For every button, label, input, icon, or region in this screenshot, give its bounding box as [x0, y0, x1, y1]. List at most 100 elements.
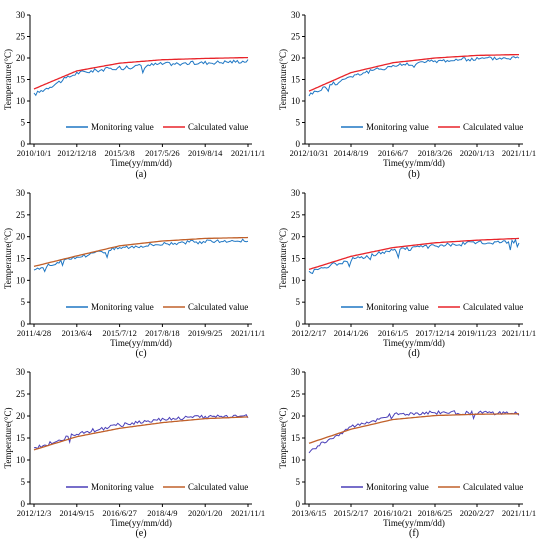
x-tick-label: 2018/6/25	[418, 508, 452, 518]
legend-label-monitoring: Monitoring value	[91, 302, 154, 312]
y-axis-title: Temperature(°C)	[278, 408, 288, 469]
x-tick-label: 2015/2/17	[334, 508, 368, 518]
panel-label: (d)	[408, 348, 420, 359]
series-line-calculated	[308, 53, 519, 92]
panel-d: 0 5 10 15 20 25 30 2012/2/17 2014/1/26 2016/1/5 20…	[278, 188, 536, 359]
y-tick-label: 5	[21, 297, 26, 307]
x-tick-label: 2021/11/1	[231, 508, 265, 518]
series-line-calculated	[308, 413, 519, 444]
series-line-calculated	[33, 236, 249, 268]
x-tick-label: 2017/8/18	[145, 328, 179, 338]
x-tick-label: 2013/6/4	[62, 328, 93, 338]
y-axis-title: Temperature(°C)	[278, 228, 288, 289]
x-tick-label: 2016/6/27	[102, 508, 136, 518]
x-axis-title: Time(yy/mm/dd)	[383, 338, 445, 348]
series-line-monitoring	[308, 238, 520, 275]
x-tick-label: 2011/4/28	[17, 328, 51, 338]
y-tick-label: 5	[21, 477, 26, 487]
y-tick-label: 25	[291, 389, 301, 399]
y-axis-title: Temperature(°C)	[3, 408, 13, 469]
legend-label-calculated: Calculated value	[463, 302, 523, 312]
legend-label-calculated: Calculated value	[463, 482, 523, 492]
y-tick-label: 20	[16, 53, 26, 63]
y-tick-label: 30	[16, 188, 26, 198]
y-tick-label: 15	[291, 433, 301, 443]
y-tick-label: 20	[16, 411, 26, 421]
y-tick-label: 20	[291, 411, 301, 421]
y-tick-label: 20	[291, 53, 301, 63]
x-axis-title: Time(yy/mm/dd)	[110, 518, 172, 528]
y-tick-label: 15	[291, 254, 301, 264]
x-tick-label: 2017/5/26	[145, 148, 179, 158]
y-tick-label: 25	[291, 32, 301, 42]
y-tick-label: 10	[16, 455, 26, 465]
x-tick-label: 2018/4/9	[147, 508, 177, 518]
y-tick-label: 25	[16, 389, 26, 399]
x-tick-label: 2012/2/17	[292, 328, 326, 338]
y-tick-label: 20	[16, 232, 26, 242]
x-tick-label: 2014/8/19	[334, 148, 368, 158]
series-line-calculated	[33, 416, 249, 451]
x-tick-label: 2020/1/20	[188, 508, 222, 518]
x-tick-label: 2010/10/1	[17, 148, 51, 158]
y-tick-label: 0	[21, 499, 26, 509]
legend-label-calculated: Calculated value	[188, 302, 248, 312]
x-tick-label: 2016/1/5	[378, 328, 408, 338]
x-tick-label: 2019/11/23	[458, 328, 496, 338]
y-tick-label: 5	[296, 297, 301, 307]
y-tick-label: 20	[291, 232, 301, 242]
y-tick-label: 10	[291, 96, 301, 106]
x-axis-title: Time(yy/mm/dd)	[383, 158, 445, 168]
y-tick-label: 30	[291, 367, 301, 377]
y-tick-label: 5	[296, 118, 301, 128]
x-tick-label: 2016/6/7	[378, 148, 408, 158]
legend-label-calculated: Calculated value	[188, 482, 248, 492]
legend-label-monitoring: Monitoring value	[366, 302, 429, 312]
x-tick-label: 2021/11/1	[502, 508, 536, 518]
x-tick-label: 2013/6/15	[292, 508, 326, 518]
y-tick-label: 0	[21, 139, 26, 149]
y-tick-label: 25	[16, 210, 26, 220]
y-tick-label: 15	[16, 75, 26, 85]
y-tick-label: 0	[296, 319, 301, 329]
y-axis-title: Temperature(°C)	[3, 49, 13, 110]
panel-f: 0 5 10 15 20 25 30 2013/6/15 2015/2/17 2016/10/21…	[278, 367, 536, 539]
y-tick-label: 10	[16, 275, 26, 285]
panel-label: (a)	[135, 169, 146, 180]
y-tick-label: 25	[16, 32, 26, 42]
panel-label: (f)	[409, 528, 419, 539]
x-tick-label: 2016/10/21	[374, 508, 413, 518]
y-tick-label: 30	[291, 188, 301, 198]
x-axis-title: Time(yy/mm/dd)	[110, 158, 172, 168]
x-tick-label: 2017/12/14	[416, 328, 455, 338]
x-tick-label: 2012/12/18	[57, 148, 96, 158]
x-tick-label: 2014/1/26	[334, 328, 368, 338]
panel-label: (e)	[135, 528, 146, 539]
y-tick-label: 0	[21, 319, 26, 329]
y-tick-label: 10	[291, 455, 301, 465]
y-tick-label: 30	[16, 10, 26, 20]
panel-e: 0 5 10 15 20 25 30 2012/12/3 2014/9/15 2016/6/27 2…	[3, 367, 265, 539]
y-tick-label: 10	[291, 275, 301, 285]
x-tick-label: 2015/3/8	[104, 148, 134, 158]
x-axis-title: Time(yy/mm/dd)	[110, 338, 172, 348]
legend-label-calculated: Calculated value	[463, 122, 523, 132]
x-tick-label: 2012/10/31	[290, 148, 329, 158]
x-tick-label: 2019/9/25	[188, 328, 222, 338]
x-tick-label: 2021/11/1	[231, 328, 265, 338]
legend-label-calculated: Calculated value	[188, 122, 248, 132]
y-tick-label: 5	[296, 477, 301, 487]
y-tick-label: 0	[296, 499, 301, 509]
y-tick-label: 10	[16, 96, 26, 106]
x-tick-label: 2019/8/14	[188, 148, 223, 158]
series-line-monitoring	[308, 56, 520, 97]
x-axis-title: Time(yy/mm/dd)	[383, 518, 445, 528]
panel-label: (b)	[408, 169, 420, 180]
series-line-monitoring	[33, 238, 249, 273]
x-tick-label: 2020/1/13	[460, 148, 494, 158]
x-tick-label: 2012/12/3	[17, 508, 51, 518]
legend-label-monitoring: Monitoring value	[91, 122, 154, 132]
y-tick-label: 15	[291, 75, 301, 85]
panel-b: 0 5 10 15 20 25 30 2012/10/31 2014/8/19 2016/6/7 2…	[278, 10, 536, 180]
